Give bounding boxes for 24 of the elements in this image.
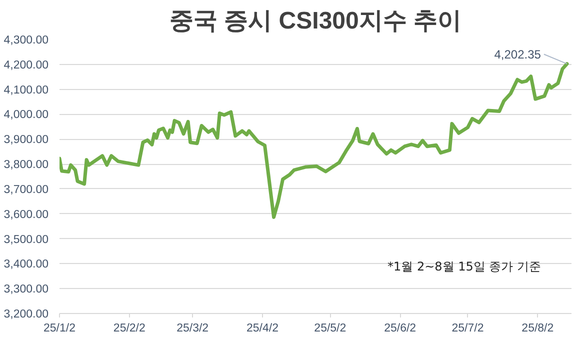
line-series: [60, 62, 569, 219]
y-tick-label: 3,700.00: [4, 184, 48, 196]
x-tick-label: 25/1/2: [44, 322, 76, 334]
y-tick-label: 3,500.00: [4, 234, 48, 246]
x-tick-label: 25/7/2: [452, 322, 484, 334]
y-tick-label: 3,200.00: [4, 308, 48, 320]
x-tick-label: 25/3/2: [176, 322, 209, 334]
x-tick-label: 25/5/2: [314, 322, 346, 334]
annotation: *1월 2~8월 15일 종가 기준: [388, 260, 541, 274]
x-tick-label: 25/8/2: [522, 322, 554, 334]
chart-title: 중국 증시 CSI300지수 추이: [169, 8, 462, 34]
y-tick-label: 4,100.00: [4, 84, 48, 96]
y-tick-label: 3,900.00: [4, 134, 48, 146]
x-tick-label: 25/2/2: [113, 322, 146, 334]
y-tick-label: 4,000.00: [4, 109, 48, 122]
annotation: 4,202.35: [494, 48, 542, 62]
y-tick-label: 4,300.00: [4, 34, 48, 46]
y-tick-label: 3,400.00: [4, 258, 48, 271]
y-tick-label: 3,800.00: [4, 159, 48, 172]
x-tick-label: 25/4/2: [246, 322, 278, 334]
y-tick-label: 4,200.00: [4, 59, 48, 72]
y-tick-label: 3,600.00: [4, 208, 48, 221]
y-tick-label: 3,300.00: [4, 284, 48, 296]
x-tick-label: 25/6/2: [384, 322, 416, 334]
